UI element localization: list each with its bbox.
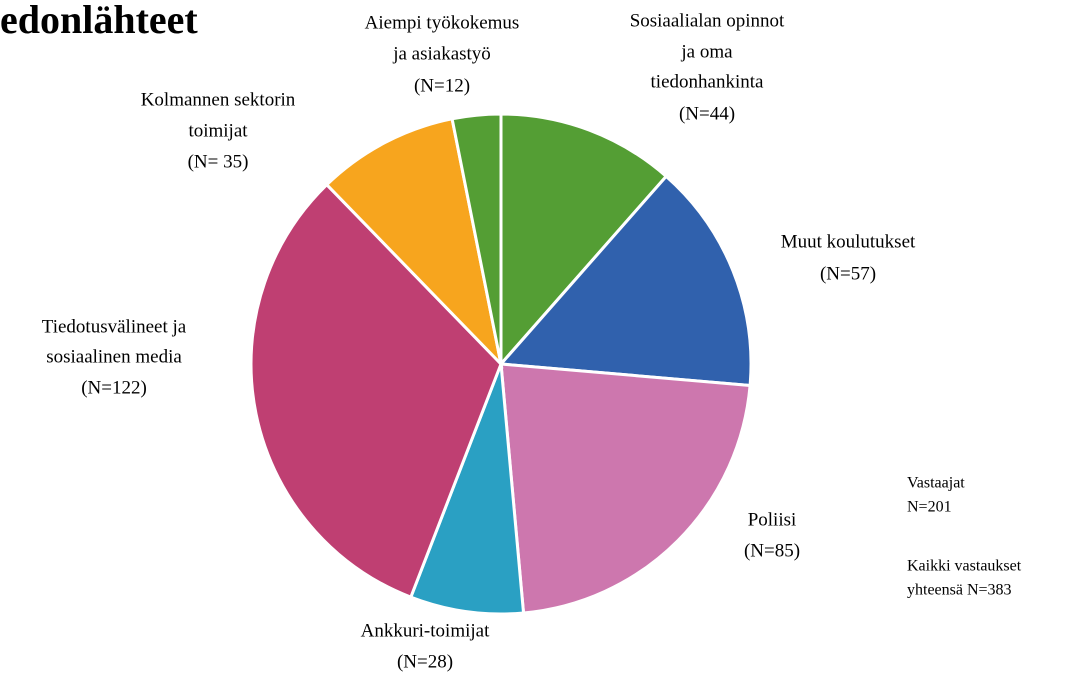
slice-label: tiedonhankinta (651, 71, 764, 92)
slice-label: sosiaalinen media (46, 346, 182, 367)
pie-slice (450, 112, 503, 365)
value-label: (N= 35) (188, 151, 249, 172)
pie-slice (408, 363, 526, 616)
pie-slice (499, 362, 752, 615)
value-label: (N=57) (820, 263, 876, 284)
slice-label: Sosiaalialan opinnot (630, 10, 785, 31)
slice-label: Aiempi työkokemus (365, 12, 520, 33)
slice-label: ja oma (680, 41, 733, 62)
value-label: (N=44) (679, 103, 735, 124)
slice-label: Muut koulutukset (781, 231, 916, 252)
slice-label: ja asiakastyö (392, 43, 491, 64)
pie-slice (324, 117, 504, 369)
annotation: N=201 (907, 499, 952, 516)
pie-slice (499, 112, 669, 368)
value-label: (N=28) (397, 651, 453, 672)
slice-label: Kolmannen sektorin (141, 89, 296, 110)
annotation: Vastaajat (907, 475, 965, 492)
annotation: Kaikki vastaukset (907, 558, 1022, 575)
slice-label: Tiedotusvälineet ja (42, 316, 187, 337)
value-label: (N=122) (81, 377, 147, 398)
pie-slice (497, 174, 753, 388)
slice-label: Ankkuri-toimijat (361, 620, 490, 641)
value-label: (N=85) (744, 540, 800, 561)
slice-label: Poliisi (748, 509, 797, 530)
value-label: (N=12) (414, 75, 470, 96)
annotation: yhteensä N=383 (907, 582, 1012, 599)
slice-label: toimijat (188, 120, 248, 141)
chart-title: edonlähteet (0, 0, 198, 42)
pie-slice (249, 182, 503, 600)
